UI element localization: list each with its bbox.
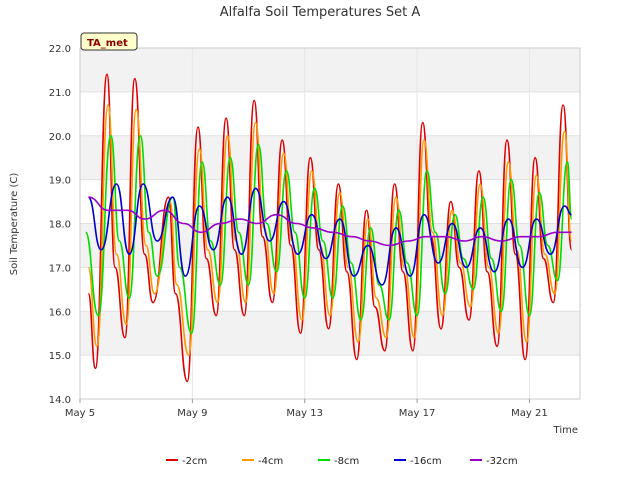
legend-label: -2cm (182, 456, 207, 467)
legend-label: -8cm (334, 456, 359, 467)
legend-label: -32cm (486, 456, 518, 467)
plot-band (80, 135, 580, 180)
legend-label: -4cm (258, 456, 283, 467)
y-tick-label: 20.0 (49, 132, 71, 143)
y-tick-label: 15.0 (49, 351, 71, 362)
series-line-minus-2cm (87, 73, 573, 383)
legend-label: -16cm (410, 456, 442, 467)
y-tick-label: 17.0 (49, 263, 71, 274)
plot-band (80, 48, 580, 92)
x-tick-label: May 5 (65, 408, 95, 419)
y-tick-label: 18.0 (49, 220, 71, 231)
plot-band (80, 91, 580, 136)
ta-met-badge-label: TA_met (87, 38, 128, 49)
ta-met-badge[interactable]: TA_met (80, 32, 138, 51)
ta-met-badge-box (80, 32, 138, 51)
x-tick-label: May 21 (511, 408, 548, 419)
series-line-minus-32cm (88, 196, 572, 247)
chart-title: Alfalfa Soil Temperatures Set A (220, 5, 421, 20)
x-tick-label: May 9 (177, 408, 207, 419)
y-axis-label: Soil Temperature (C) (9, 173, 20, 276)
x-tick-label: May 13 (286, 408, 323, 419)
series-line-minus-16cm (87, 183, 572, 286)
x-axis-label: Time (553, 425, 578, 436)
plot-band (80, 355, 580, 399)
plot-frame (79, 47, 581, 400)
y-tick-label: 19.0 (49, 176, 71, 187)
y-tick-label: 16.0 (49, 307, 71, 318)
x-tick-label: May 17 (399, 408, 436, 419)
y-tick-label: 14.0 (49, 395, 71, 406)
y-tick-label: 21.0 (49, 88, 71, 99)
y-tick-label: 22.0 (49, 44, 71, 55)
legend: -2cm -4cm -8cm -16cm -32cm (166, 456, 518, 467)
